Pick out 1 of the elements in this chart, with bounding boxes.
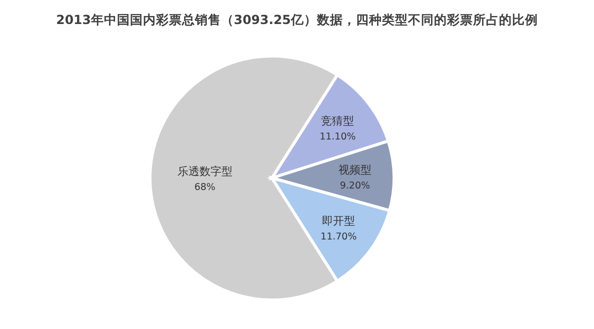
title: 2013年中国国内彩票总销售（3093.25亿）数据，四种类型不同的彩票所占的比例 <box>56 12 538 27</box>
